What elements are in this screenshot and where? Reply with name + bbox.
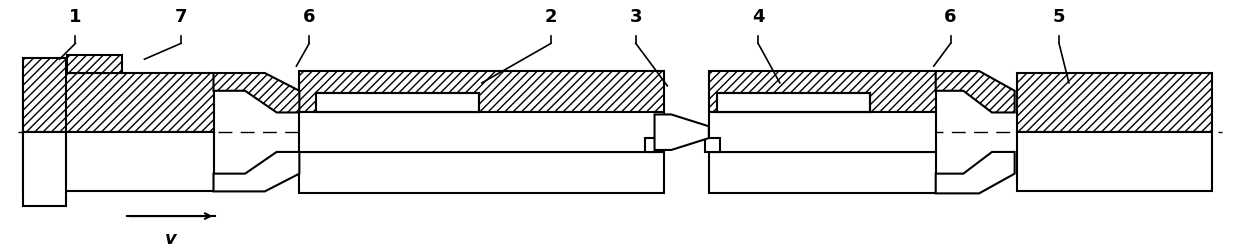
Text: 6: 6 (945, 8, 957, 26)
Polygon shape (655, 114, 709, 150)
Text: 5: 5 (1053, 8, 1065, 26)
Bar (1017, 132, 1211, 192)
Bar (704, 138, 719, 152)
Bar (645, 138, 660, 152)
Text: 1: 1 (69, 8, 82, 26)
Bar (1017, 73, 1211, 132)
Bar (717, 93, 869, 112)
Bar (709, 112, 936, 152)
Text: v: v (165, 230, 177, 248)
Bar (24, 58, 66, 132)
Polygon shape (213, 73, 299, 112)
Text: 6: 6 (303, 8, 315, 26)
Bar (299, 152, 665, 193)
Bar (24, 73, 213, 132)
Bar (709, 71, 936, 112)
Text: 7: 7 (175, 8, 187, 26)
Text: 4: 4 (751, 8, 764, 26)
Polygon shape (936, 152, 1014, 193)
Bar (67, 55, 122, 73)
Text: 2: 2 (544, 8, 557, 26)
Text: 3: 3 (630, 8, 642, 26)
Bar (24, 132, 213, 192)
Bar (299, 112, 665, 152)
Bar (299, 71, 665, 112)
Polygon shape (213, 152, 299, 192)
Bar (24, 132, 66, 206)
Bar (709, 152, 936, 193)
Polygon shape (936, 71, 1014, 112)
Bar (316, 93, 479, 112)
